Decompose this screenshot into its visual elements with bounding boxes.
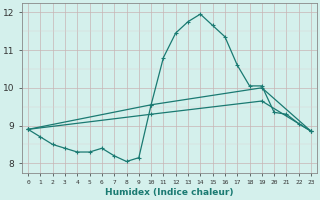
X-axis label: Humidex (Indice chaleur): Humidex (Indice chaleur) [105,188,234,197]
